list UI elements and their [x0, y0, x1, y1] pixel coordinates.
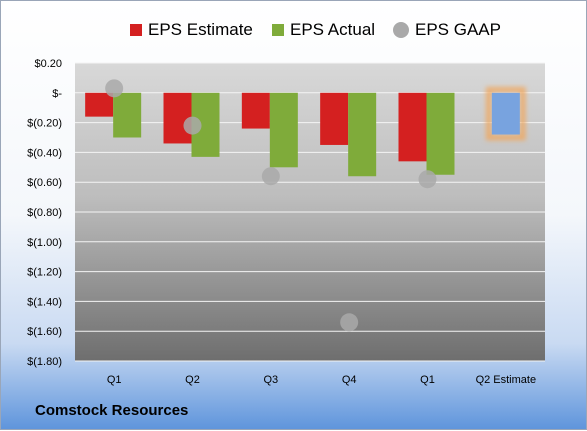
y-tick-label: $(1.00)	[27, 237, 62, 249]
x-tick-label: Q4	[342, 374, 357, 386]
y-axis-ticks: $0.20 $- $(0.20) $(0.40) $(0.60) $(0.80) $(1.0…	[27, 58, 62, 368]
bar-eps-actual	[348, 92, 377, 177]
marker-eps-gaap	[261, 167, 280, 186]
x-tick-label: Q3	[263, 374, 278, 386]
legend-swatch-estimate	[130, 24, 142, 36]
x-tick-label: Q1	[107, 374, 122, 386]
y-tick-label: $(0.80)	[27, 207, 62, 219]
y-tick-label: $(0.20)	[27, 118, 62, 130]
legend-swatch-actual	[272, 24, 284, 36]
bar-q2-estimate-glow	[485, 86, 526, 141]
x-tick-label: Q2 Estimate	[476, 374, 537, 386]
y-tick-label: $(1.20)	[27, 267, 62, 279]
marker-eps-gaap	[340, 313, 359, 332]
x-tick-label: Q2	[185, 374, 200, 386]
marker-eps-gaap	[183, 116, 202, 135]
bar-eps-estimate	[85, 92, 114, 117]
marker-eps-gaap	[105, 79, 124, 98]
legend: EPS Estimate EPS Actual EPS GAAP	[1, 18, 587, 42]
marker-eps-gaap	[418, 170, 437, 189]
legend-label-gaap: EPS GAAP	[415, 20, 501, 39]
y-tick-label: $-	[52, 88, 62, 100]
legend-item-gaap: EPS GAAP	[393, 18, 501, 42]
y-tick-label: $(1.40)	[27, 296, 62, 308]
gaap-markers	[105, 79, 437, 332]
bars	[85, 86, 526, 177]
bar-eps-estimate	[163, 92, 192, 144]
bar-eps-actual	[269, 92, 298, 168]
x-tick-label: Q1	[420, 374, 435, 386]
legend-label-estimate: EPS Estimate	[148, 20, 253, 39]
x-axis-ticks: Q1 Q2 Q3 Q4 Q1 Q2 Estimate	[107, 374, 536, 386]
legend-label-actual: EPS Actual	[290, 20, 376, 39]
company-name: Comstock Resources	[35, 402, 189, 419]
y-tick-label: $(0.60)	[27, 177, 62, 189]
legend-dot-gaap	[393, 22, 409, 38]
bar-eps-estimate	[320, 92, 349, 145]
bar-eps-estimate	[241, 92, 270, 129]
legend-item-estimate: EPS Estimate	[130, 18, 253, 42]
bar-eps-estimate	[398, 92, 427, 162]
legend-item-actual: EPS Actual	[272, 18, 375, 42]
bar-eps-actual	[113, 92, 142, 138]
y-tick-label: $0.20	[34, 58, 62, 70]
y-tick-label: $(0.40)	[27, 147, 62, 159]
bar-q2-estimate	[491, 92, 520, 135]
grid-lines	[75, 62, 545, 362]
bar-eps-actual	[426, 92, 455, 175]
y-tick-label: $(1.80)	[27, 356, 62, 368]
y-tick-label: $(1.60)	[27, 326, 62, 338]
